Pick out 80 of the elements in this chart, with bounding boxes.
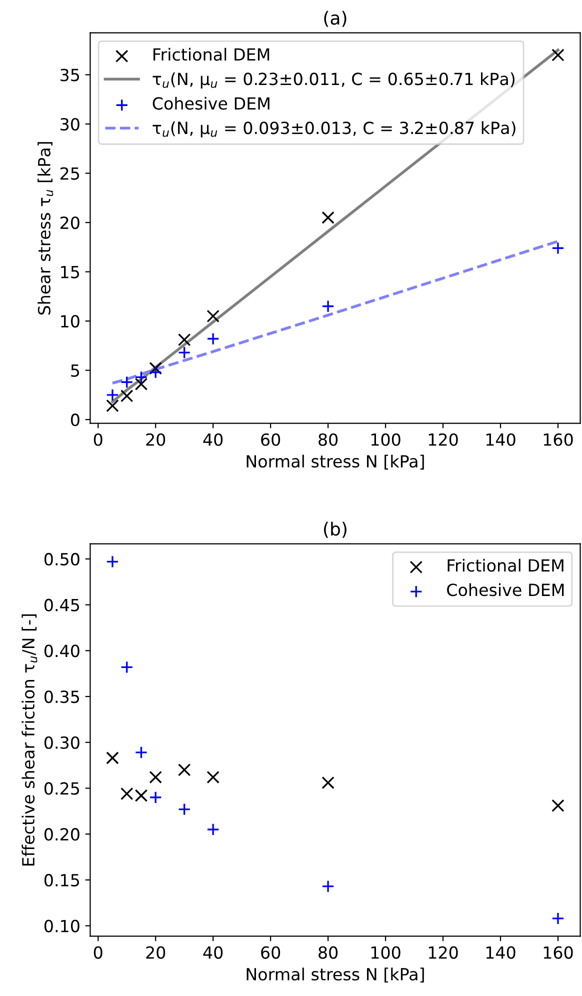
- y-tick-label: 0.45: [44, 598, 80, 612]
- y-tick-label: 0.15: [44, 874, 80, 886]
- point: [149, 770, 162, 784]
- point: [134, 370, 148, 384]
- point: [134, 378, 148, 390]
- chart-title: (a): [324, 10, 346, 27]
- chart-title: (b): [324, 522, 346, 538]
- x-tick-label: 140: [486, 946, 516, 959]
- x-tick-label: 40: [203, 946, 223, 959]
- y-tick-label: 0.20: [44, 828, 80, 841]
- x-tick-label: 120: [428, 433, 458, 446]
- x-tick-label: 0: [94, 946, 102, 959]
- point: [206, 310, 220, 322]
- point: [149, 366, 162, 379]
- x-axis-title: Normal stress N [kPa]: [246, 968, 424, 983]
- x-tick-label: 20: [146, 433, 166, 446]
- point: [120, 390, 134, 402]
- y-tick-label: 5: [71, 364, 80, 377]
- line-series: [111, 240, 560, 384]
- point: [134, 746, 148, 759]
- point: [106, 399, 119, 412]
- x-tick-label: 40: [203, 433, 223, 446]
- y-tick-label: 35: [60, 68, 80, 82]
- x-tick-label: 20: [146, 946, 166, 959]
- y-tick-label: 15: [61, 266, 80, 278]
- y-tick-label: 25: [60, 167, 80, 180]
- point: [552, 48, 564, 62]
- point: [178, 763, 191, 776]
- point: [322, 211, 334, 224]
- legend-label: τ$_{u}$(N, μ$_{u}$ = 0.23±0.011, C = 0.65±0.71 kPa): [152, 72, 514, 88]
- x-tick-label: 140: [486, 433, 516, 446]
- y-tick-label: 20: [60, 216, 80, 230]
- y-axis-title: Shear stress τ$_{u}$ [kPa]: [38, 142, 54, 315]
- point: [120, 660, 134, 674]
- legend-label: Frictional DEM: [448, 558, 564, 572]
- point: [552, 912, 564, 925]
- point: [322, 300, 334, 313]
- point: [178, 333, 191, 346]
- x-tick-label: 160: [544, 946, 573, 959]
- point: [552, 799, 564, 812]
- x-tick-label: 80: [318, 433, 338, 446]
- point: [206, 770, 220, 784]
- point: [149, 791, 162, 804]
- point: [134, 789, 148, 802]
- legend-label: τ$_{u}$(N, μ$_{u}$ = 0.093±0.013, C = 3.2±0.87 kPa): [152, 121, 516, 138]
- point: [206, 332, 220, 346]
- x-tick-label: 80: [318, 946, 338, 959]
- point: [149, 362, 162, 375]
- legend-label: Cohesive DEM: [447, 583, 564, 596]
- point: [178, 802, 191, 816]
- x-tick-label: 60: [261, 946, 280, 959]
- point: [552, 242, 564, 255]
- y-tick-label: 0: [70, 414, 80, 426]
- x-tick-label: 120: [428, 946, 458, 959]
- legend-label: Cohesive DEM: [152, 96, 270, 110]
- point: [120, 376, 134, 389]
- point: [206, 823, 220, 836]
- point: [322, 880, 334, 893]
- point: [106, 752, 119, 764]
- y-tick-label: 10: [61, 315, 80, 328]
- y-tick-label: 0.25: [44, 782, 80, 795]
- y-tick-label: 0.10: [44, 920, 80, 932]
- x-tick-label: 100: [371, 946, 400, 959]
- y-tick-label: 0.40: [44, 644, 80, 658]
- point: [106, 555, 119, 568]
- y-tick-label: 0.50: [44, 552, 80, 566]
- y-tick-label: 0.35: [44, 690, 80, 704]
- y-tick-label: 0.30: [44, 736, 80, 749]
- x-tick-label: 100: [371, 433, 400, 446]
- point: [120, 787, 134, 800]
- x-axis-title: Normal stress N [kPa]: [246, 454, 424, 470]
- x-tick-label: 160: [544, 433, 573, 446]
- x-tick-label: 0: [94, 433, 102, 446]
- x-tick-label: 60: [261, 433, 280, 446]
- y-tick-label: 30: [60, 118, 80, 131]
- y-axis-title: Effective shear friction τ$_{u}$/N [-]: [22, 614, 38, 866]
- legend-label: Frictional DEM: [154, 48, 270, 61]
- point: [106, 388, 119, 402]
- point: [178, 346, 191, 359]
- point: [322, 776, 334, 790]
